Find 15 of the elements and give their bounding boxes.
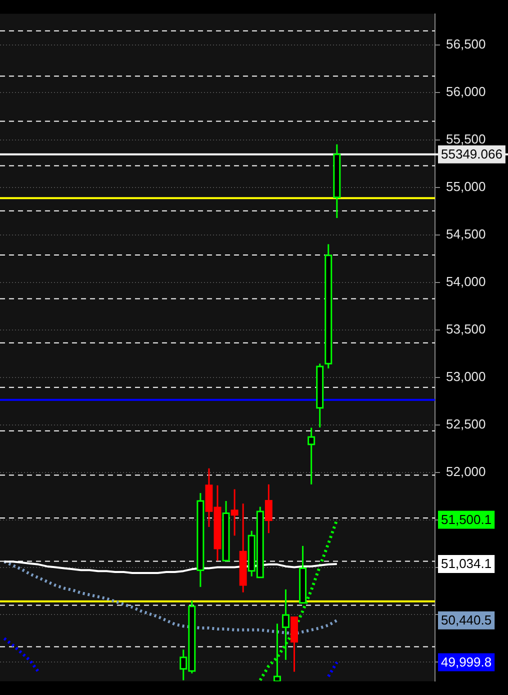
text: 55349.066 bbox=[441, 146, 502, 162]
y-tick-label: 52,000 bbox=[446, 464, 486, 479]
y-tick-label: 55,500 bbox=[446, 132, 486, 147]
y-tick-label: 56,500 bbox=[446, 36, 486, 52]
y-tick-label: 52,500 bbox=[446, 416, 486, 432]
y-tick-label: 54,500 bbox=[446, 226, 486, 242]
text: 51,034.1 bbox=[441, 556, 492, 572]
y-tick-label: 53,000 bbox=[446, 368, 486, 384]
y-tick-label: 53,500 bbox=[446, 322, 486, 337]
text: 50,440.5 bbox=[441, 612, 492, 628]
y-tick-label: 55,000 bbox=[446, 179, 486, 194]
text: 49,999.8 bbox=[441, 654, 492, 670]
y-tick-label: 54,000 bbox=[446, 274, 486, 290]
y-tick-label: 56,000 bbox=[446, 84, 486, 100]
text: 51,500.1 bbox=[441, 512, 492, 527]
